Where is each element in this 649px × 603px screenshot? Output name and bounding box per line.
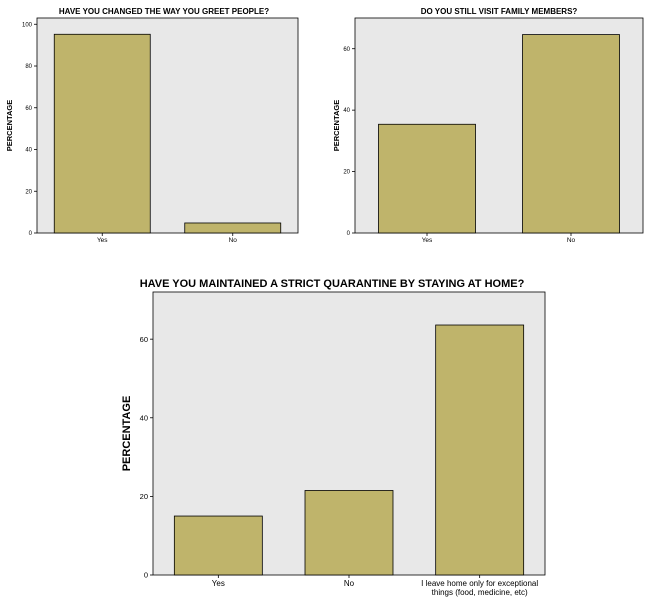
chart-2: DO YOU STILL VISIT FAMILY MEMBERS? PERCEN… xyxy=(332,7,644,244)
y-tick-label: 80 xyxy=(25,64,32,70)
y-tick-label: 20 xyxy=(140,492,148,501)
y-tick-label: 20 xyxy=(343,170,350,176)
y-tick-label: 20 xyxy=(25,189,32,195)
chart-3: HAVE YOU MAINTAINED A STRICT QUARANTINE … xyxy=(121,278,546,597)
y-tick-label: 0 xyxy=(144,571,148,580)
y-axis-label: PERCENTAGE xyxy=(121,396,133,472)
y-tick-label: 60 xyxy=(343,47,350,53)
y-tick-label: 60 xyxy=(25,106,32,112)
chart-title: HAVE YOU MAINTAINED A STRICT QUARANTINE … xyxy=(140,278,525,290)
x-tick-label: No xyxy=(229,237,238,244)
bar xyxy=(53,33,151,234)
y-tick-label: 0 xyxy=(347,231,351,237)
chart-1: HAVE YOU CHANGED THE WAY YOU GREET PEOPL… xyxy=(5,7,299,244)
y-tick-label: 40 xyxy=(25,148,32,154)
y-tick-label: 60 xyxy=(140,335,148,344)
x-tick-label: I leave home only for exceptional things … xyxy=(421,579,538,597)
y-tick-label: 40 xyxy=(343,108,350,114)
x-tick-label: No xyxy=(344,579,355,588)
x-tick-label: Yes xyxy=(212,579,225,588)
bar xyxy=(304,490,394,576)
x-tick-label: Yes xyxy=(97,237,108,244)
bar xyxy=(435,324,525,576)
y-axis-label: PERCENTAGE xyxy=(5,100,14,152)
bar xyxy=(522,34,620,234)
bar xyxy=(173,515,263,576)
bar xyxy=(184,222,282,234)
chart-title: DO YOU STILL VISIT FAMILY MEMBERS? xyxy=(421,7,578,16)
x-tick-label: No xyxy=(567,237,576,244)
chart-title: HAVE YOU CHANGED THE WAY YOU GREET PEOPL… xyxy=(59,7,269,16)
y-tick-label: 40 xyxy=(140,413,148,422)
x-tick-label: Yes xyxy=(422,237,433,244)
y-tick-label: 0 xyxy=(29,231,33,237)
bar xyxy=(378,123,476,234)
y-axis-label: PERCENTAGE xyxy=(332,100,341,152)
y-tick-label: 100 xyxy=(22,22,33,28)
